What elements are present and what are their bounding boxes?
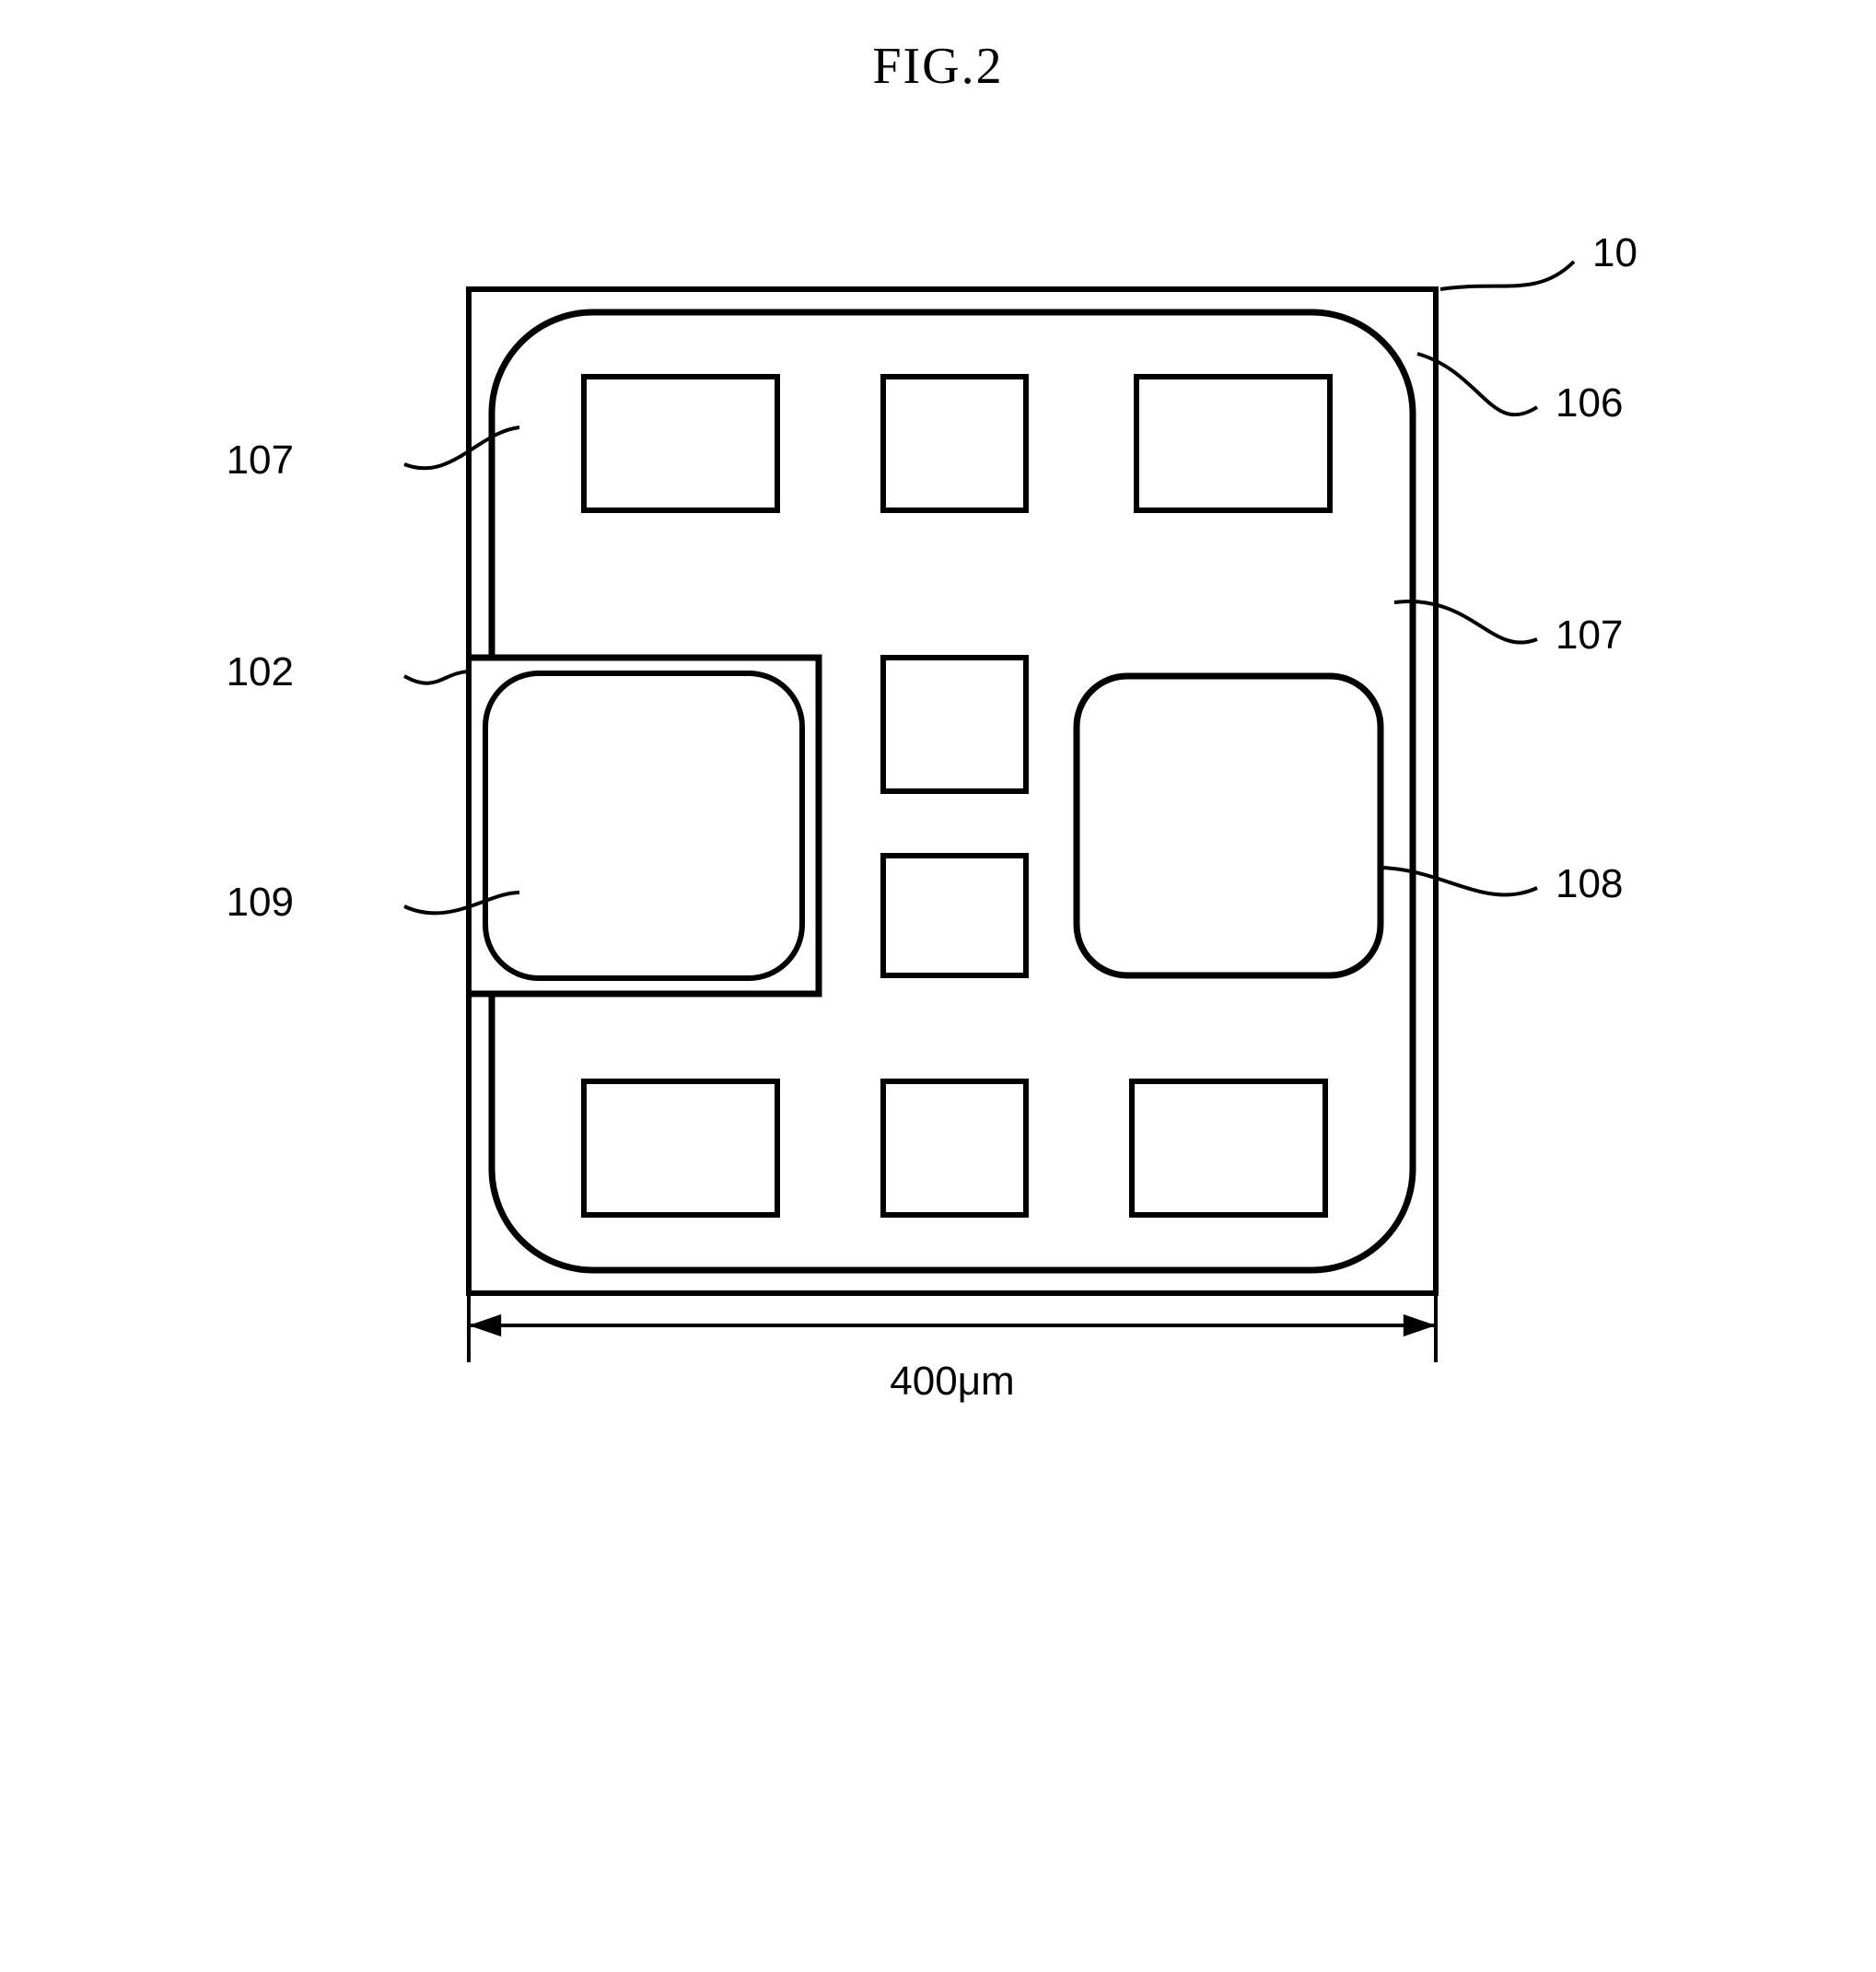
callout-label: 107 <box>226 438 293 483</box>
callout-label: 102 <box>226 649 293 694</box>
callout-label: 107 <box>1556 613 1623 658</box>
opening-rect <box>883 377 1026 510</box>
callout-leader <box>404 671 471 683</box>
dim-arrow <box>469 1314 501 1336</box>
callout-leader <box>404 427 519 468</box>
callout-leader <box>1381 868 1537 895</box>
callout-leader <box>404 893 519 913</box>
figure-container: FIG.2 10 106 107 107 102 109 108 400μm <box>37 37 1839 1680</box>
callout-label: 106 <box>1556 380 1623 426</box>
cutout-border <box>469 658 819 994</box>
opening-rect <box>883 1081 1026 1215</box>
opening-rect <box>883 658 1026 791</box>
dim-label: 400μm <box>890 1359 1014 1404</box>
callout-label: 109 <box>226 880 293 925</box>
pad-108 <box>1077 676 1381 975</box>
callout-leader <box>1440 262 1574 289</box>
pad-109 <box>485 673 802 978</box>
callout-label: 108 <box>1556 861 1623 906</box>
opening-rect <box>584 377 777 510</box>
diagram-svg: 10 106 107 107 102 109 108 400μm <box>156 160 1721 1680</box>
opening-rect <box>883 856 1026 975</box>
opening-rect <box>1132 1081 1325 1215</box>
figure-title: FIG.2 <box>872 37 1003 96</box>
callout-label: 10 <box>1592 230 1637 275</box>
opening-rect <box>1136 377 1330 510</box>
dim-arrow <box>1403 1314 1435 1336</box>
opening-rect <box>584 1081 777 1215</box>
